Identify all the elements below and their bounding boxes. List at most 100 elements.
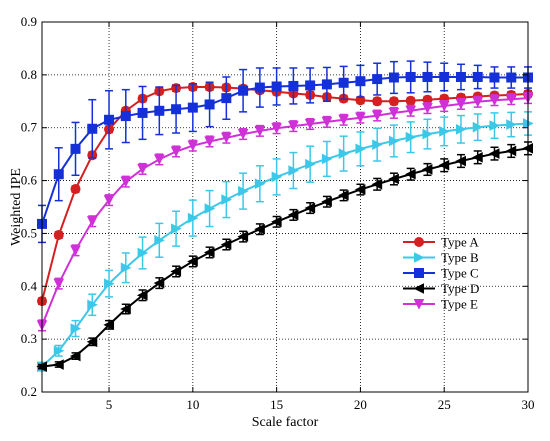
data-point	[321, 196, 332, 208]
legend-label: Type D	[441, 281, 479, 296]
data-point	[388, 72, 399, 83]
legend-label: Type C	[441, 266, 479, 281]
data-point	[170, 146, 182, 158]
x-tick-label: 25	[438, 397, 451, 412]
data-point	[305, 80, 316, 91]
data-point	[254, 178, 266, 190]
data-point	[388, 135, 400, 147]
data-point	[86, 336, 98, 348]
data-point	[203, 247, 215, 258]
data-point	[120, 176, 132, 188]
data-point	[136, 289, 148, 301]
data-point	[455, 71, 466, 82]
y-tick-label: 0.7	[21, 120, 38, 135]
data-point	[103, 195, 115, 206]
data-point	[338, 190, 349, 201]
data-point	[87, 299, 98, 311]
data-point	[488, 148, 500, 159]
data-point	[472, 96, 484, 108]
legend-marker	[414, 268, 424, 278]
data-point	[69, 350, 81, 362]
data-point	[254, 125, 266, 137]
data-point	[204, 203, 216, 214]
data-point	[53, 278, 65, 290]
data-point	[104, 114, 115, 125]
legend-marker	[413, 283, 424, 294]
data-point	[204, 136, 215, 148]
data-point	[338, 114, 349, 126]
y-tick-label: 0.2	[21, 384, 37, 399]
y-tick-label: 0.4	[21, 278, 38, 293]
y-tick-label: 0.6	[21, 173, 38, 188]
y-tick-label: 0.9	[21, 14, 37, 29]
data-point	[237, 129, 249, 140]
data-point	[439, 126, 450, 137]
data-point	[304, 202, 316, 214]
plot-frame	[41, 21, 529, 393]
data-point	[505, 145, 517, 157]
series-layer	[36, 60, 534, 372]
data-point	[171, 223, 182, 234]
data-point	[221, 194, 232, 205]
y-axis-label: Weighted IPE	[9, 168, 24, 246]
data-point	[104, 278, 115, 289]
data-point	[237, 231, 249, 242]
data-point	[288, 80, 299, 91]
legend-label: Type A	[441, 235, 479, 250]
data-point	[388, 96, 399, 107]
data-point	[472, 152, 483, 163]
data-point	[455, 155, 466, 167]
data-point	[170, 266, 182, 277]
data-point	[53, 169, 64, 180]
data-point	[103, 319, 115, 331]
data-point	[472, 121, 484, 133]
data-point	[137, 163, 148, 175]
data-point	[120, 262, 132, 274]
data-point	[305, 158, 316, 170]
data-point	[506, 72, 517, 83]
data-point	[287, 209, 299, 221]
axes: 5 10 15 20 25 30 0.2 0.3 0.4 0.5 0.6 0.7 0.8 0.9	[21, 14, 535, 412]
data-point	[271, 81, 282, 92]
series-type-d	[36, 141, 533, 372]
x-tick-label: 10	[186, 397, 199, 412]
data-point	[355, 112, 366, 124]
data-point	[372, 139, 383, 150]
data-point	[388, 107, 400, 119]
series-type-c	[37, 60, 533, 244]
data-point	[137, 247, 149, 259]
data-point	[405, 105, 416, 117]
x-tick-label: 30	[522, 397, 535, 412]
data-point	[120, 111, 131, 122]
data-point	[254, 223, 265, 235]
data-point	[86, 216, 98, 227]
y-tick-label: 0.3	[21, 331, 37, 346]
data-point	[438, 101, 450, 112]
x-tick-label: 15	[270, 397, 283, 412]
data-point	[489, 120, 501, 131]
data-point	[271, 216, 282, 228]
data-point	[288, 165, 299, 176]
data-point	[455, 123, 467, 135]
x-tick-label: 5	[106, 397, 113, 412]
y-tick-label: 0.5	[21, 225, 37, 240]
data-point	[338, 77, 349, 88]
data-point	[422, 128, 434, 140]
data-point	[288, 121, 299, 132]
data-point	[271, 123, 282, 134]
data-point	[187, 212, 199, 224]
data-point	[204, 99, 215, 110]
data-point	[355, 143, 367, 155]
data-point	[271, 171, 283, 183]
data-point	[422, 103, 433, 114]
legend-marker	[414, 237, 424, 247]
data-point	[137, 107, 148, 118]
data-point	[221, 93, 232, 104]
legend-item-type-c: Type C	[403, 266, 479, 281]
x-tick-label: 20	[354, 397, 367, 412]
data-point	[405, 131, 417, 143]
data-point	[422, 71, 433, 82]
legend-marker	[413, 299, 425, 310]
data-point	[338, 148, 350, 159]
data-point	[171, 104, 182, 115]
